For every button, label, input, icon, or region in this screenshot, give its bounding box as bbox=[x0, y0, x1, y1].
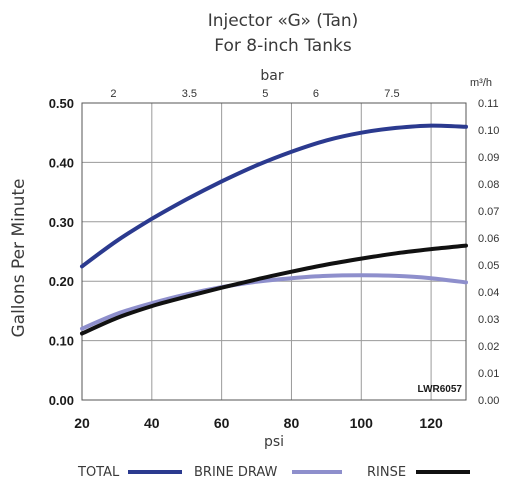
secondary-y-tick-label: 0.07 bbox=[478, 206, 499, 218]
plot-frame bbox=[81, 102, 467, 401]
right-axis: 0.00 0.01 0.02 0.03 0.04 0.05 0.06 0.07 0.08 0.09… bbox=[478, 98, 499, 407]
secondary-y-tick-label: 0.03 bbox=[478, 314, 499, 326]
y-tick-label: 0.10 bbox=[49, 334, 74, 349]
secondary-y-tick-label: 0.08 bbox=[478, 179, 499, 191]
legend: TOTAL BRINE DRAW RINSE bbox=[77, 465, 470, 480]
series-line-total bbox=[80, 123, 468, 269]
chart-title: Injector «G» (Tan) bbox=[208, 11, 359, 31]
secondary-x-tick-label: 3.5 bbox=[182, 88, 197, 100]
secondary-y-label: m³/h bbox=[470, 77, 492, 89]
series-line-rinse bbox=[80, 243, 468, 336]
secondary-y-tick-label: 0.11 bbox=[478, 98, 499, 110]
secondary-y-tick-label: 0.10 bbox=[478, 125, 499, 137]
chart-subtitle: For 8-inch Tanks bbox=[214, 36, 352, 56]
secondary-x-tick-label: 5 bbox=[262, 88, 268, 100]
x-tick-label: 100 bbox=[350, 415, 374, 431]
secondary-x-label: bar bbox=[260, 68, 283, 84]
secondary-x-tick-label: 6 bbox=[313, 88, 319, 100]
x-axis-label: psi bbox=[264, 434, 284, 450]
left-axis: 0.00 0.10 0.20 0.30 0.40 0.50 bbox=[49, 96, 74, 408]
y-tick-label: 0.50 bbox=[49, 96, 74, 111]
legend-label-rinse: RINSE bbox=[367, 465, 406, 480]
secondary-y-tick-label: 0.06 bbox=[478, 233, 499, 245]
chart-code-label: LWR6057 bbox=[418, 384, 463, 395]
y-axis-label: Gallons Per Minute bbox=[9, 178, 29, 337]
secondary-y-tick-label: 0.01 bbox=[478, 368, 499, 380]
y-tick-label: 0.20 bbox=[49, 274, 74, 289]
secondary-y-tick-label: 0.05 bbox=[478, 260, 499, 272]
x-tick-label: 60 bbox=[214, 415, 230, 431]
secondary-x-tick-label: 7.5 bbox=[384, 88, 399, 100]
x-tick-label: 20 bbox=[74, 415, 90, 431]
bottom-axis: 20 40 60 80 100 120 bbox=[74, 415, 443, 431]
secondary-y-tick-label: 0.00 bbox=[478, 395, 499, 407]
x-tick-label: 40 bbox=[144, 415, 160, 431]
secondary-y-tick-label: 0.04 bbox=[478, 287, 499, 299]
legend-label-brine-draw: BRINE DRAW bbox=[194, 465, 278, 480]
top-axis: 2 3.5 5 6 7.5 bbox=[110, 88, 399, 100]
series-layer bbox=[80, 123, 468, 336]
y-tick-label: 0.40 bbox=[49, 155, 74, 170]
y-tick-label: 0.30 bbox=[49, 215, 74, 230]
secondary-y-tick-label: 0.02 bbox=[478, 341, 499, 353]
series-line-brine-draw bbox=[80, 273, 468, 331]
x-tick-label: 120 bbox=[419, 415, 443, 431]
x-tick-label: 80 bbox=[284, 415, 300, 431]
legend-label-total: TOTAL bbox=[77, 465, 120, 480]
secondary-y-tick-label: 0.09 bbox=[478, 152, 499, 164]
y-tick-label: 0.00 bbox=[49, 393, 74, 408]
secondary-x-tick-label: 2 bbox=[110, 88, 116, 100]
